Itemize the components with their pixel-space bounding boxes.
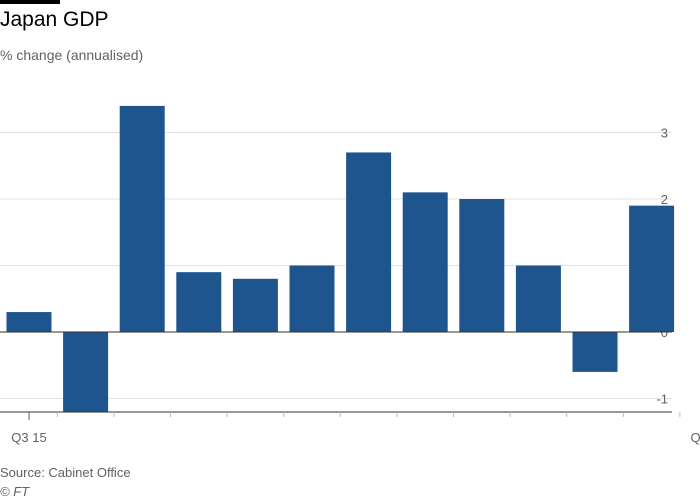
x-tick-label: Q3 18 [690, 430, 700, 445]
bar [402, 192, 448, 332]
y-tick-label: 3 [661, 126, 668, 141]
bar [63, 332, 109, 412]
bar-chart: -10123Q3 15Q3 18 [0, 105, 700, 445]
x-tick-label: Q3 15 [11, 430, 46, 445]
bar [232, 278, 278, 332]
bar [289, 265, 335, 332]
bar [459, 199, 505, 332]
chart-title: Japan GDP [0, 8, 109, 31]
bar [6, 312, 52, 332]
copyright-note: © FT [0, 484, 30, 499]
y-tick-label: -1 [656, 392, 668, 407]
brand-bar [0, 0, 60, 4]
bar [176, 272, 222, 332]
bar [629, 205, 675, 332]
bar [572, 332, 618, 372]
bar [119, 105, 165, 333]
y-tick-label: 2 [661, 192, 668, 207]
source-note: Source: Cabinet Office [0, 465, 131, 480]
bar [515, 265, 561, 332]
chart-subtitle: % change (annualised) [0, 47, 144, 63]
bar [346, 152, 392, 332]
